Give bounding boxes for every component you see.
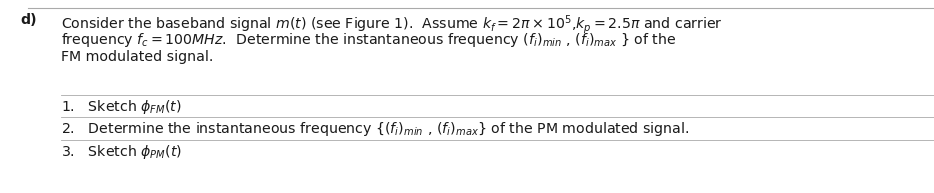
Text: 3.   Sketch $\phi_{PM}(t)$: 3. Sketch $\phi_{PM}(t)$ [61, 143, 182, 161]
Text: frequency $f_c = 100MHz$.  Determine the instantaneous frequency $(f_i)_{min}$ ,: frequency $f_c = 100MHz$. Determine the … [61, 31, 676, 49]
Text: d): d) [21, 13, 37, 27]
Text: 1.   Sketch $\phi_{FM}(t)$: 1. Sketch $\phi_{FM}(t)$ [61, 98, 181, 116]
Text: Consider the baseband signal $m(t)$ (see Figure 1).  Assume $k_f = 2\pi \times 1: Consider the baseband signal $m(t)$ (see… [61, 13, 723, 36]
Text: 2.   Determine the instantaneous frequency $\{(f_i)_{min}$ , $(f_i)_{max}\}$ of : 2. Determine the instantaneous frequency… [61, 120, 689, 138]
Text: FM modulated signal.: FM modulated signal. [61, 50, 213, 64]
